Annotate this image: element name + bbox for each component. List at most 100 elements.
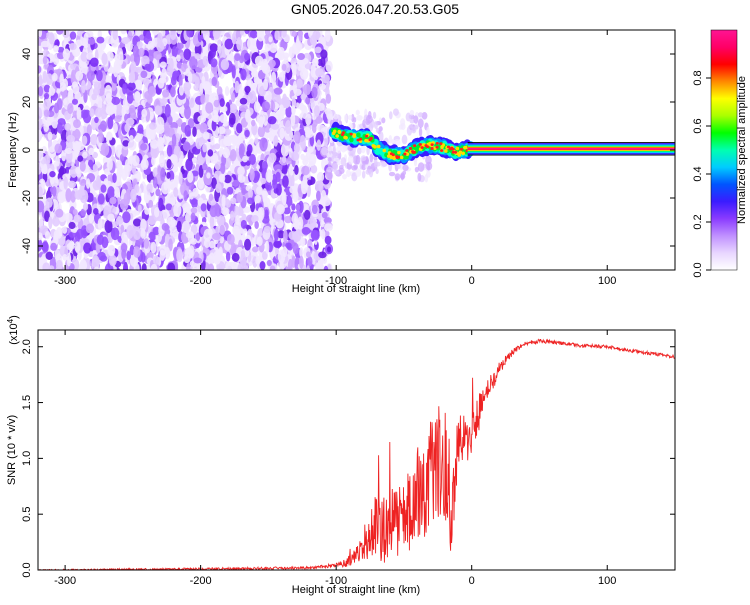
heatmap-cell — [80, 51, 89, 62]
heatmap-cell — [144, 207, 150, 215]
heatmap-cell — [72, 208, 78, 216]
heatmap-cell — [55, 155, 60, 167]
heatmap-cell — [163, 183, 168, 191]
heatmap-cell — [38, 200, 45, 213]
heatmap-cell — [332, 129, 337, 134]
heatmap-cell — [243, 52, 251, 61]
heatmap-cell — [300, 93, 307, 101]
heatmap-cell — [81, 79, 86, 94]
snr-xtick-label: 100 — [598, 575, 616, 587]
heatmap-cell — [408, 147, 413, 150]
heatmap-cell — [197, 178, 205, 190]
heatmap-cell — [50, 242, 58, 251]
heatmap-cell — [199, 82, 204, 96]
heatmap-cell — [153, 255, 160, 266]
heatmap-cell — [43, 84, 51, 93]
heatmap-cell — [192, 126, 197, 137]
heatmap-cell — [261, 160, 268, 172]
heatmap-cell — [200, 203, 207, 212]
heatmap-cell — [386, 154, 391, 158]
heatmap-cell — [388, 111, 393, 120]
heatmap-cell — [225, 101, 231, 116]
heatmap-cell — [365, 115, 373, 124]
heatmap-cell — [43, 109, 50, 117]
heatmap-cell — [107, 205, 117, 214]
heatmap-cell — [356, 115, 363, 121]
heatmap-cell — [430, 143, 434, 147]
heatmap-cell — [173, 203, 182, 217]
heatmap-cell — [75, 70, 84, 81]
heatmap-cell — [237, 263, 244, 270]
heatmap-cell — [426, 126, 430, 136]
heatmap-cell — [65, 188, 72, 203]
heatmap-cell — [219, 224, 225, 236]
heatmap-cell — [376, 144, 381, 149]
heatmap-cell — [326, 113, 333, 121]
heatmap-cell — [122, 83, 127, 95]
heatmap-cell — [147, 40, 154, 48]
heatmap-cell — [95, 107, 103, 118]
heatmap-cell — [439, 142, 443, 146]
heatmap-cell — [378, 126, 383, 132]
heatmap-cell — [191, 198, 198, 209]
colorbar-tick-label: 0.6 — [692, 118, 704, 133]
heatmap-cell — [451, 150, 455, 154]
heatmap-cell — [229, 148, 237, 162]
heatmap-cell — [396, 163, 401, 169]
heatmap-cell — [113, 115, 122, 123]
heatmap-cell — [358, 137, 363, 141]
heatmap-cell — [300, 237, 306, 247]
heatmap-cell — [247, 90, 257, 104]
heatmap-cell — [373, 156, 378, 161]
heatmap-cell — [213, 115, 221, 123]
heatmap-cell — [176, 54, 181, 62]
heatmap-cell — [236, 123, 243, 134]
heatmap-cell — [212, 233, 221, 241]
heatmap-cell — [252, 246, 259, 253]
heatmap-cell — [324, 30, 331, 42]
heatmap-cell — [237, 174, 246, 183]
heatmap-cell — [400, 173, 404, 181]
heatmap-cell — [413, 144, 417, 148]
heatmap-cell — [157, 32, 163, 46]
heatmap-cell — [176, 30, 183, 35]
heatmap-cell — [202, 55, 209, 66]
heatmap-cell — [273, 240, 283, 248]
heatmap-cell — [88, 213, 94, 224]
heatmap-cell — [47, 131, 53, 141]
heatmap-cell — [217, 126, 226, 135]
heatmap-cell — [138, 47, 145, 57]
heatmap-cell — [55, 208, 64, 218]
heatmap-cell — [314, 46, 322, 54]
heatmap-cell — [277, 249, 286, 264]
heatmap-cell — [461, 151, 465, 156]
heatmap-cell — [164, 246, 171, 260]
heatmap-cell — [197, 31, 203, 43]
heatmap-cell — [290, 175, 295, 188]
heatmap-cell — [211, 76, 218, 87]
heatmap-cell — [318, 83, 326, 90]
heatmap-cell — [125, 105, 130, 115]
heatmap-cell — [82, 203, 89, 211]
heatmap-cell — [335, 134, 339, 138]
heatmap-cell — [124, 159, 130, 172]
heatmap-cell — [273, 228, 279, 242]
heatmap-cell — [401, 134, 408, 145]
heatmap-cell — [300, 153, 305, 161]
heatmap-cell — [67, 103, 74, 115]
heatmap-cell — [409, 109, 415, 116]
spectrogram-ytick-label: 20 — [21, 96, 33, 108]
heatmap-cell — [315, 67, 324, 78]
heatmap-cell — [323, 223, 333, 232]
heatmap-cell — [214, 204, 222, 217]
heatmap-cell — [66, 242, 75, 251]
heatmap-cell — [155, 188, 161, 197]
heatmap-cell — [388, 171, 396, 177]
heatmap-cell — [146, 31, 152, 40]
heatmap-cell — [40, 40, 50, 48]
heatmap-cell — [100, 142, 110, 157]
heatmap-cell — [327, 161, 332, 169]
heatmap-cell — [64, 212, 73, 223]
heatmap-cell — [249, 30, 258, 39]
heatmap-cell — [291, 203, 296, 211]
